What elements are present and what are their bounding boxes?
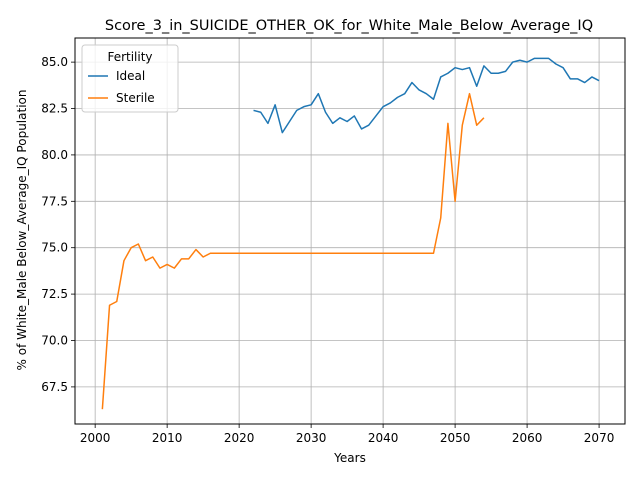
series-lines [101,57,600,410]
x-tick-label: 2000 [80,431,111,445]
legend-title: Fertility [107,50,152,64]
y-tick-label: 85.0 [41,55,68,69]
x-tick-label: 2060 [512,431,543,445]
y-tick-label: 77.5 [41,194,68,208]
x-tick-label: 2070 [584,431,615,445]
y-tick-label: 72.5 [41,287,68,301]
legend-label-ideal: Ideal [116,69,145,83]
legend-box [81,44,179,113]
chart-title: Score_3_in_SUICIDE_OTHER_OK_for_White_Ma… [105,18,593,34]
y-axis-label: % of White_Male Below_Average_IQ Populat… [15,90,29,371]
series-line-ideal [253,57,600,134]
plot-frame [74,37,626,425]
legend-label-sterile: Sterile [116,91,155,105]
y-tick-label: 80.0 [41,148,68,162]
legend: Fertility Ideal Sterile [81,44,179,113]
x-tick-label: 2020 [224,431,255,445]
y-tick-label: 82.5 [41,102,68,116]
series-line-sterile [101,92,485,410]
x-axis-label: Years [333,451,366,465]
grid-lines [75,38,625,424]
y-tick-label: 75.0 [41,241,68,255]
y-tick-label: 70.0 [41,333,68,347]
x-tick-label: 2010 [152,431,183,445]
x-tick-label: 2040 [368,431,399,445]
axis-ticks: 2000 2010 2020 2030 2040 2050 2060 2070 67.5 70.0… [41,55,614,445]
y-tick-label: 67.5 [41,380,68,394]
x-tick-label: 2050 [440,431,471,445]
x-tick-label: 2030 [296,431,327,445]
